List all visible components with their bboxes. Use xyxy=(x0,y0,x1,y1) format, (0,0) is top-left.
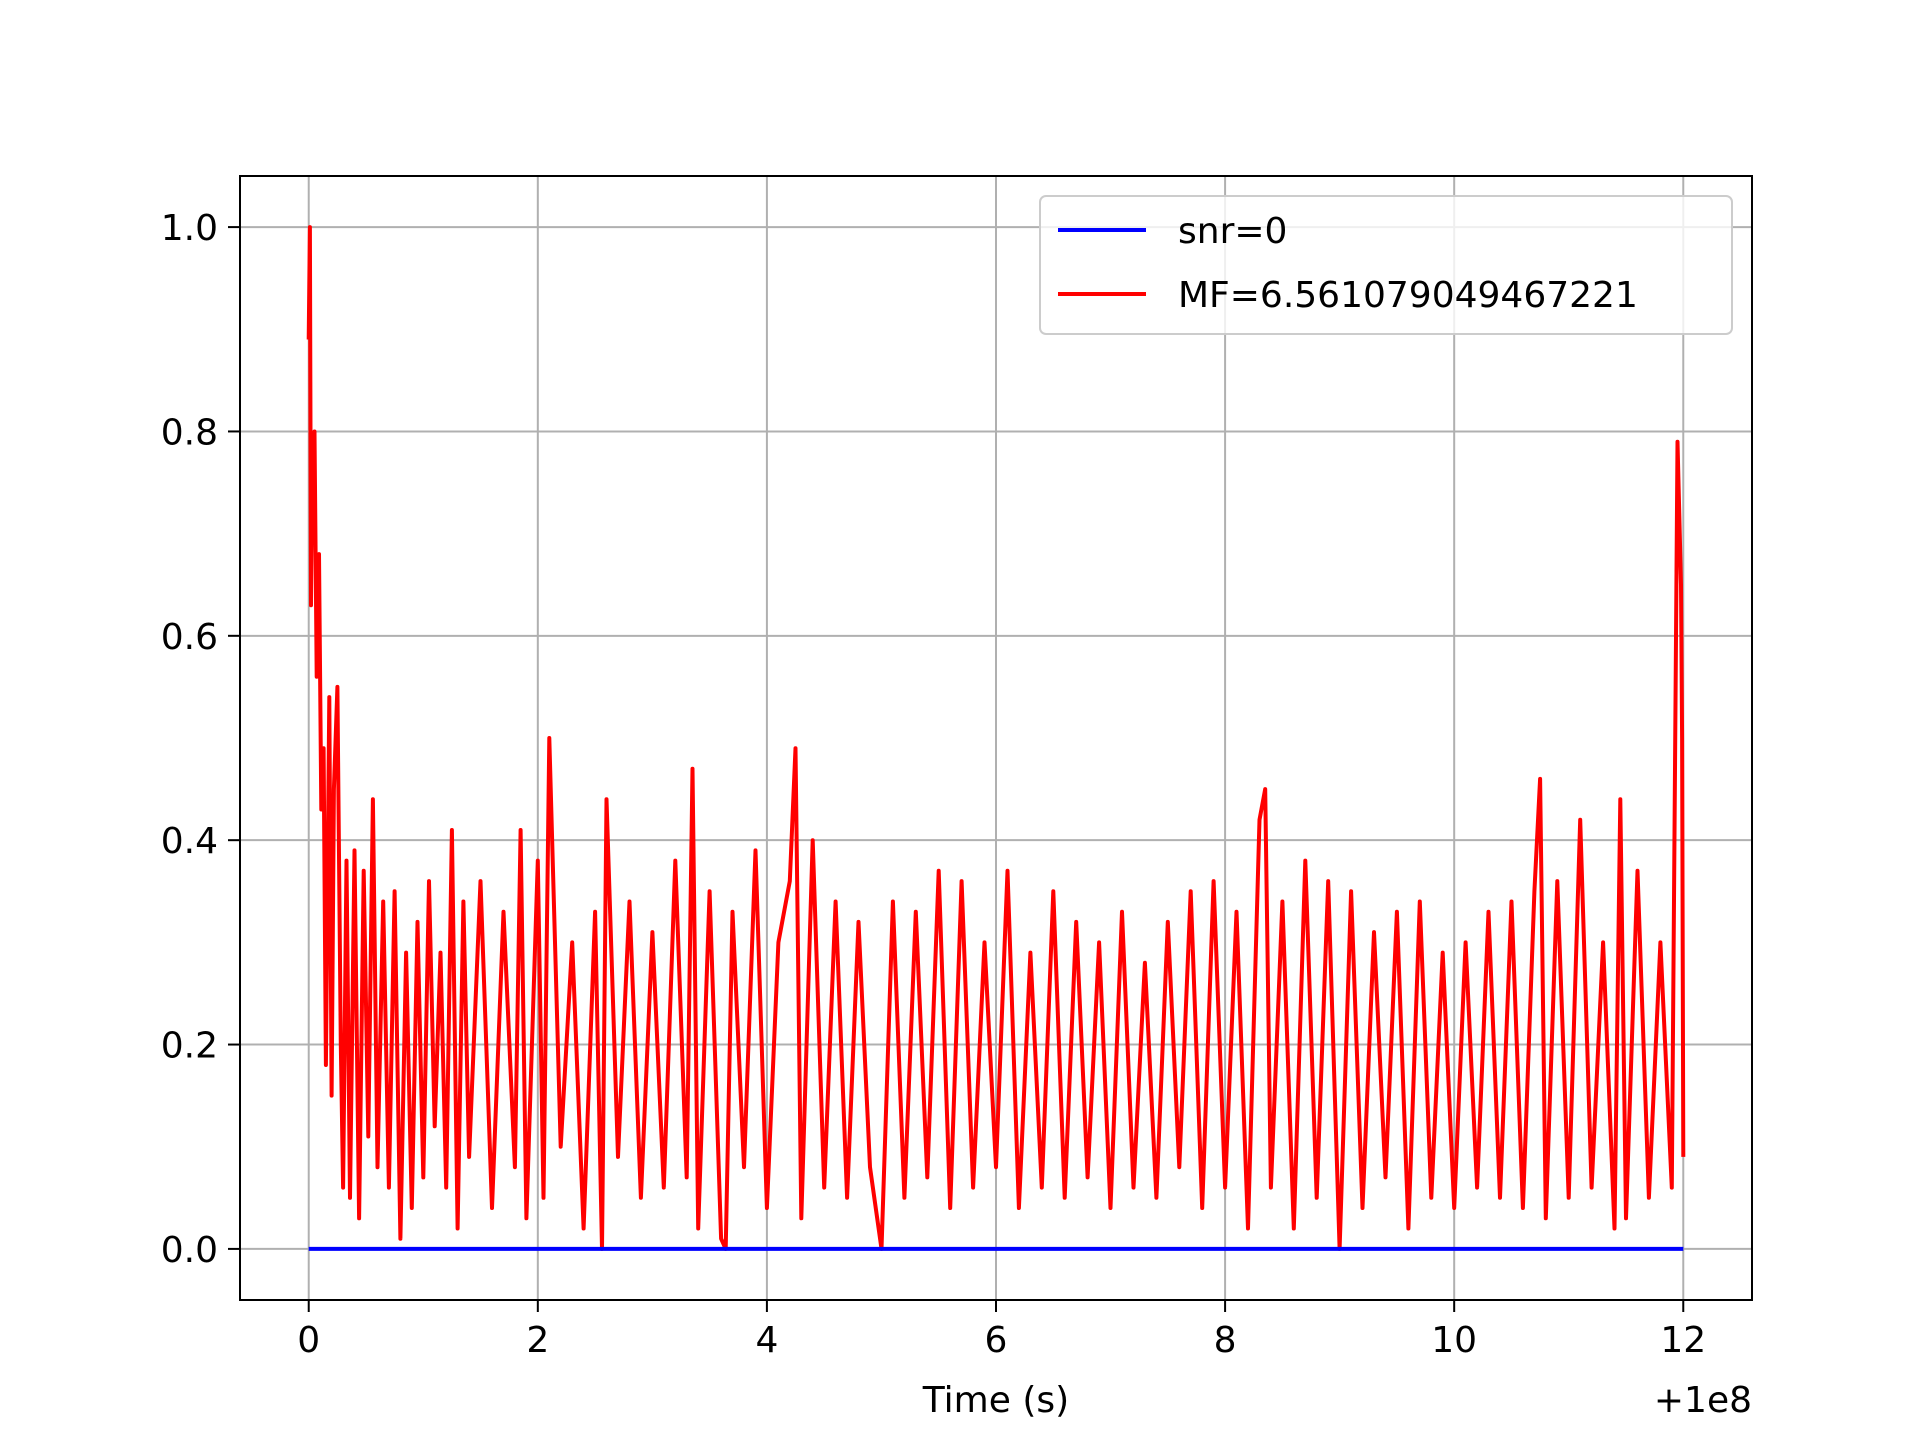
x-tick-label: 2 xyxy=(526,1320,549,1361)
x-tick-label: 0 xyxy=(297,1320,320,1361)
y-tick-label: 0.8 xyxy=(161,412,218,453)
x-tick-label: 6 xyxy=(985,1320,1008,1361)
x-axis-label: Time (s) xyxy=(922,1380,1069,1421)
x-axis-offset-label: +1e8 xyxy=(1654,1380,1752,1421)
y-tick-label: 0.2 xyxy=(161,1026,218,1067)
series-line-1 xyxy=(306,225,1686,1251)
legend-entry-snr: snr=0 xyxy=(1178,211,1287,252)
x-tick-label: 4 xyxy=(755,1320,778,1361)
legend-entry-mf: MF=6.561079049467221 xyxy=(1178,275,1638,316)
y-tick-label: 0.6 xyxy=(161,617,218,658)
legend: snr=0 MF=6.561079049467221 xyxy=(1039,195,1733,335)
x-tick-label: 10 xyxy=(1431,1320,1477,1361)
legend-box xyxy=(1039,195,1733,335)
y-tick-label: 0.0 xyxy=(161,1230,218,1271)
axis-ticks: 0 2 4 6 8 10 12 0.0 0.2 0.4 0.6 0.8 1.0 xyxy=(161,208,1706,1361)
y-tick-label: 1.0 xyxy=(161,208,218,249)
x-tick-label: 8 xyxy=(1214,1320,1237,1361)
y-tick-label: 0.4 xyxy=(161,821,218,862)
x-tick-label: 12 xyxy=(1660,1320,1706,1361)
series-lines xyxy=(306,225,1686,1251)
